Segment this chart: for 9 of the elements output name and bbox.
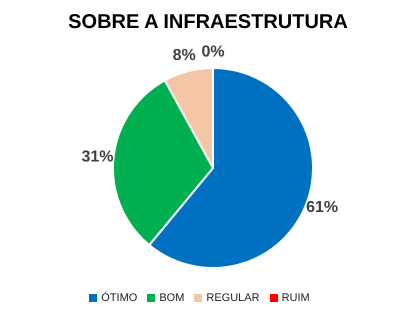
legend-label: RUIM [282, 292, 310, 304]
legend-label: ÓTIMO [101, 292, 138, 304]
data-label: 61% [306, 198, 338, 216]
text: 0% [201, 44, 225, 60]
legend-label: BOM [159, 292, 184, 304]
chart-title: SOBRE A INFRAESTRUTURA [68, 11, 348, 33]
data-label: 8% [172, 47, 196, 64]
legend-label: REGULAR [206, 292, 260, 304]
data-label: 31% [82, 148, 114, 166]
